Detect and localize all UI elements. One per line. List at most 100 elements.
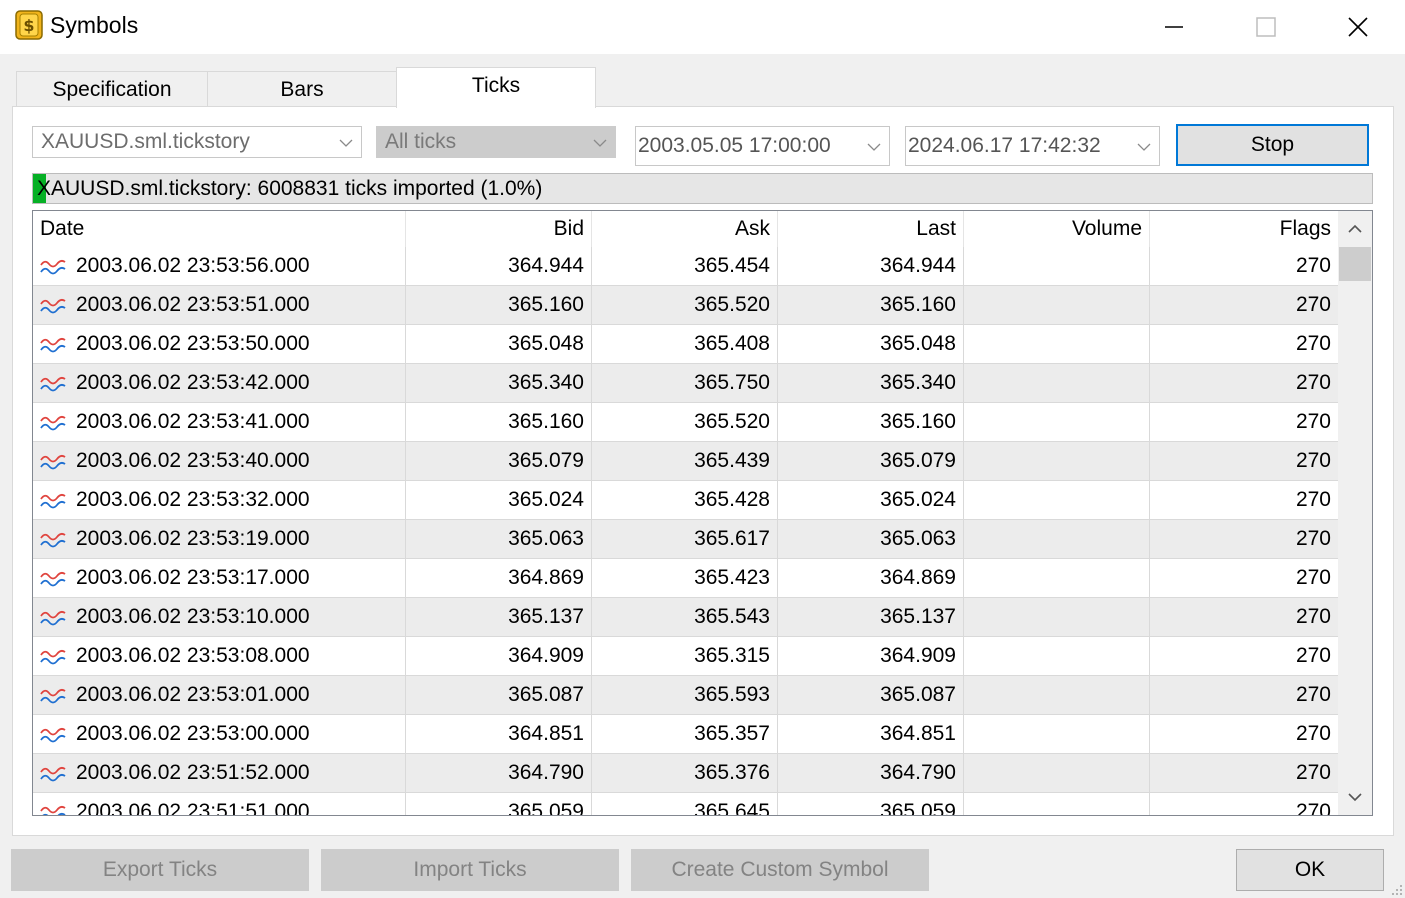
table-row[interactable]: 2003.06.02 23:53:51.000 365.160 365.520 365… (33, 286, 1338, 325)
date-to-picker[interactable]: 2024.06.17 17:42:32 (905, 126, 1160, 166)
table-row[interactable]: 2003.06.02 23:53:10.000 365.137 365.543 365… (33, 598, 1338, 637)
ok-button[interactable]: OK (1236, 849, 1384, 891)
cell-date-text: 2003.06.02 23:53:42.000 (76, 371, 310, 394)
create-custom-symbol-button[interactable]: Create Custom Symbol (631, 849, 929, 891)
cell-date-text: 2003.06.02 23:51:51.000 (76, 800, 310, 816)
cell-ask: 365.645 (592, 793, 778, 815)
close-button[interactable] (1312, 0, 1404, 54)
tick-wave-icon (40, 259, 66, 275)
chevron-down-icon (593, 139, 607, 147)
cell-flags: 270 (1295, 371, 1331, 394)
table-row[interactable]: 2003.06.02 23:53:41.000 365.160 365.520 365… (33, 403, 1338, 442)
table-row[interactable]: 2003.06.02 23:53:50.000 365.048 365.408 365… (33, 325, 1338, 364)
svg-text:$: $ (23, 16, 34, 35)
table-row[interactable]: 2003.06.02 23:53:40.000 365.079 365.439 365… (33, 442, 1338, 481)
cell-volume (964, 364, 1150, 402)
minimize-button[interactable] (1128, 0, 1220, 54)
cell-volume (964, 481, 1150, 519)
cell-flags: 270 (1295, 254, 1331, 277)
cell-flags: 270 (1295, 449, 1331, 472)
resize-grip-icon[interactable] (1390, 883, 1404, 897)
tick-wave-icon (40, 376, 66, 392)
title-bar: $ Symbols (0, 0, 1405, 54)
cell-bid: 365.048 (406, 325, 592, 363)
column-header-volume[interactable]: Volume (964, 211, 1150, 247)
cell-volume (964, 793, 1150, 815)
cell-date: 2003.06.02 23:53:41.000 (33, 403, 406, 441)
cell-volume (964, 598, 1150, 636)
scroll-up-button[interactable] (1338, 211, 1372, 247)
table-row[interactable]: 2003.06.02 23:53:17.000 364.869 365.423 364… (33, 559, 1338, 598)
cell-date-text: 2003.06.02 23:53:19.000 (76, 527, 310, 550)
cell-date: 2003.06.02 23:53:42.000 (33, 364, 406, 402)
table-row[interactable]: 2003.06.02 23:53:56.000 364.944 365.454 364… (33, 247, 1338, 286)
stop-button[interactable]: Stop (1176, 124, 1369, 166)
cell-date-text: 2003.06.02 23:53:01.000 (76, 683, 310, 706)
column-header-ask[interactable]: Ask (592, 211, 778, 247)
tick-wave-icon (40, 805, 66, 815)
table-row[interactable]: 2003.06.02 23:51:51.000 365.059 365.645 365… (33, 793, 1338, 816)
table-row[interactable]: 2003.06.02 23:53:32.000 365.024 365.428 365… (33, 481, 1338, 520)
cell-ask: 365.408 (592, 325, 778, 363)
scroll-thumb[interactable] (1339, 247, 1371, 281)
date-to-value: 2024.06.17 17:42:32 (908, 134, 1101, 157)
cell-last: 364.851 (778, 715, 964, 753)
cell-date: 2003.06.02 23:53:00.000 (33, 715, 406, 753)
tick-wave-icon (40, 532, 66, 548)
cell-last: 365.087 (778, 676, 964, 714)
cell-date-text: 2003.06.02 23:53:17.000 (76, 566, 310, 589)
cell-date-text: 2003.06.02 23:53:32.000 (76, 488, 310, 511)
cell-bid: 364.851 (406, 715, 592, 753)
table-row[interactable]: 2003.06.02 23:53:42.000 365.340 365.750 365… (33, 364, 1338, 403)
cell-date-text: 2003.06.02 23:53:51.000 (76, 293, 310, 316)
cell-ask: 365.617 (592, 520, 778, 558)
tick-wave-icon (40, 649, 66, 665)
import-ticks-button[interactable]: Import Ticks (321, 849, 619, 891)
tick-wave-icon (40, 337, 66, 353)
cell-volume (964, 637, 1150, 675)
tab-ticks[interactable]: Ticks (396, 67, 596, 108)
symbol-select[interactable]: XAUUSD.sml.tickstory (32, 126, 362, 158)
date-from-picker[interactable]: 2003.05.05 17:00:00 (635, 126, 890, 166)
cell-ask: 365.376 (592, 754, 778, 792)
column-header-bid[interactable]: Bid (406, 211, 592, 247)
tab-specification[interactable]: Specification (16, 71, 208, 107)
cell-last: 365.340 (778, 364, 964, 402)
cell-date: 2003.06.02 23:53:50.000 (33, 325, 406, 363)
table-row[interactable]: 2003.06.02 23:53:19.000 365.063 365.617 365… (33, 520, 1338, 559)
cell-flags: 270 (1295, 293, 1331, 316)
cell-date-text: 2003.06.02 23:53:56.000 (76, 254, 310, 277)
table-row[interactable]: 2003.06.02 23:53:00.000 364.851 365.357 364… (33, 715, 1338, 754)
cell-bid: 365.340 (406, 364, 592, 402)
vertical-scrollbar[interactable] (1338, 211, 1372, 815)
column-header-last[interactable]: Last (778, 211, 964, 247)
cell-date: 2003.06.02 23:53:19.000 (33, 520, 406, 558)
cell-volume (964, 286, 1150, 324)
cell-flags: 270 (1295, 761, 1331, 784)
table-row[interactable]: 2003.06.02 23:51:52.000 364.790 365.376 364… (33, 754, 1338, 793)
tab-bars[interactable]: Bars (207, 71, 397, 107)
cell-bid: 365.087 (406, 676, 592, 714)
cell-date-text: 2003.06.02 23:53:41.000 (76, 410, 310, 433)
column-header-flags[interactable]: Flags (1279, 217, 1331, 240)
scroll-down-button[interactable] (1338, 779, 1372, 815)
import-progress-bar: XAUUSD.sml.tickstory: 6008831 ticks impo… (32, 173, 1373, 204)
export-ticks-button[interactable]: Export Ticks (11, 849, 309, 891)
cell-flags: 270 (1295, 527, 1331, 550)
cell-ask: 365.423 (592, 559, 778, 597)
column-header-date[interactable]: Date (33, 211, 406, 247)
cell-date: 2003.06.02 23:51:52.000 (33, 754, 406, 792)
cell-bid: 365.160 (406, 286, 592, 324)
cell-flags: 270 (1295, 332, 1331, 355)
tick-type-value: All ticks (385, 130, 457, 153)
tick-wave-icon (40, 454, 66, 470)
table-row[interactable]: 2003.06.02 23:53:08.000 364.909 365.315 364… (33, 637, 1338, 676)
cell-volume (964, 754, 1150, 792)
table-row[interactable]: 2003.06.02 23:53:01.000 365.087 365.593 365… (33, 676, 1338, 715)
cell-date: 2003.06.02 23:53:10.000 (33, 598, 406, 636)
cell-ask: 365.428 (592, 481, 778, 519)
cell-date: 2003.06.02 23:53:32.000 (33, 481, 406, 519)
tick-wave-icon (40, 727, 66, 743)
tick-type-select[interactable]: All ticks (376, 126, 616, 158)
maximize-button[interactable] (1220, 0, 1312, 54)
